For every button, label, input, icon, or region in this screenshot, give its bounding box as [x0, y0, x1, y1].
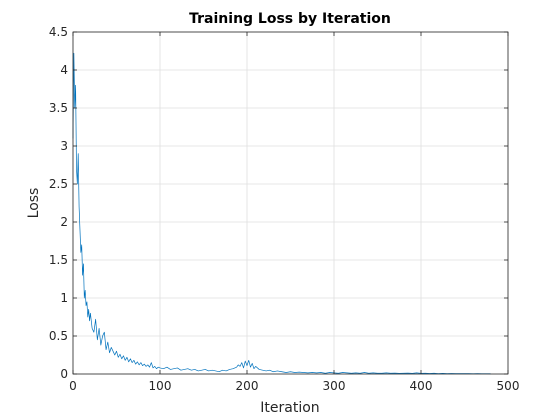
plot-frame — [72, 31, 509, 375]
y-tick-label: 0.5 — [49, 329, 68, 343]
x-axis-ticks: 0 100 200 300 400 500 — [69, 32, 519, 393]
y-axis-label: Loss — [26, 188, 42, 219]
y-tick-label: 2.5 — [49, 177, 68, 191]
y-tick-label: 2 — [60, 215, 68, 229]
x-tick-label: 300 — [323, 379, 346, 393]
x-tick-label: 100 — [149, 379, 172, 393]
x-axis-label: Iteration — [260, 400, 319, 416]
y-tick-label: 4 — [60, 63, 68, 77]
x-tick-label: 500 — [497, 379, 520, 393]
y-tick-label: 1 — [60, 291, 68, 305]
x-tick-label: 0 — [69, 379, 77, 393]
y-tick-label: 1.5 — [49, 253, 68, 267]
x-tick-label: 400 — [410, 379, 433, 393]
y-axis-ticks: 0 0.5 1 1.5 2 2.5 3 3.5 4 4.5 — [49, 25, 508, 381]
plot-area-background — [73, 32, 508, 374]
loss-series-line — [72, 52, 491, 375]
x-tick-label: 200 — [236, 379, 259, 393]
y-tick-label: 0 — [60, 367, 68, 381]
chart-title: Training Loss by Iteration — [189, 11, 391, 27]
y-tick-label: 3.5 — [49, 101, 68, 115]
y-tick-label: 4.5 — [49, 25, 68, 39]
y-tick-label: 3 — [60, 139, 68, 153]
series-layer — [72, 52, 491, 375]
